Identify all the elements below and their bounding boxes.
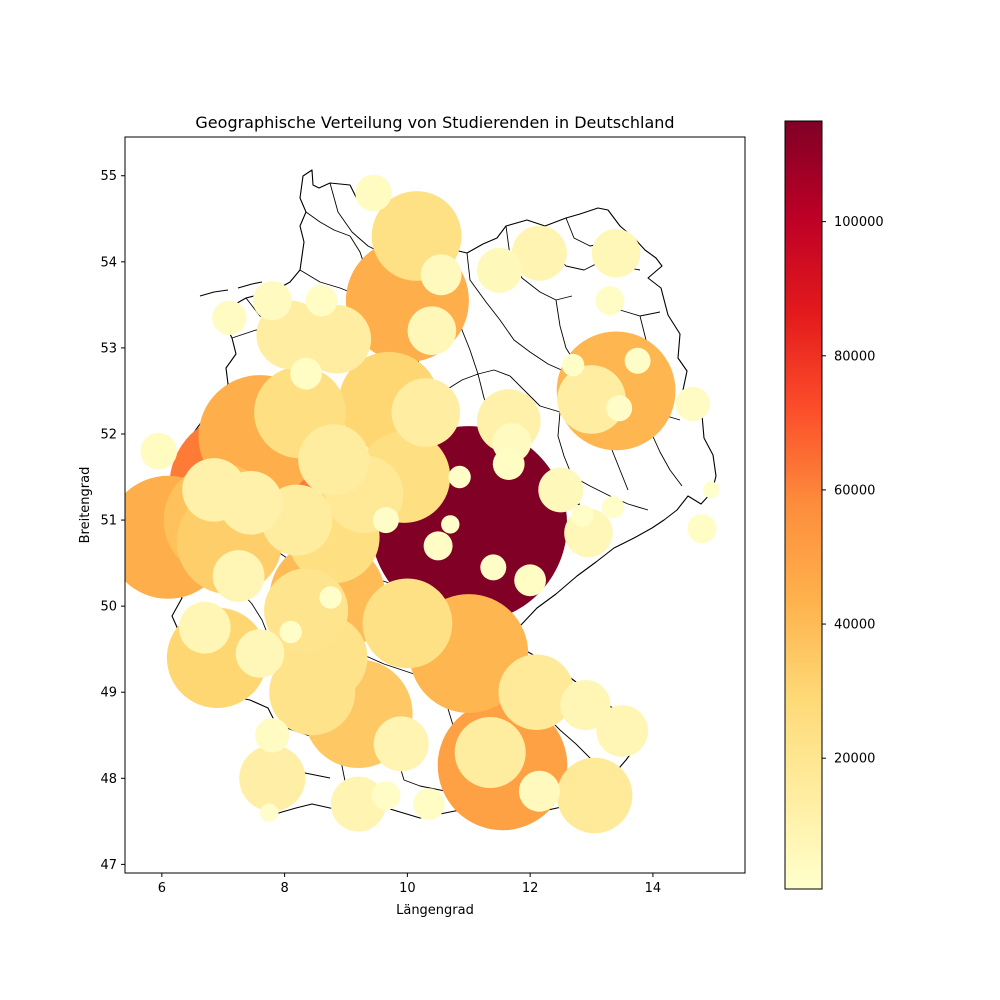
data-point [514,564,546,597]
x-tick-label: 10 [399,881,416,896]
data-point [372,507,399,534]
y-tick-label: 52 [100,427,117,442]
colorbar-ticks: 20000 40000 60000 80000 100000 [822,215,884,767]
data-point [362,578,453,669]
data-point [260,803,279,822]
colorbar-tick-label: 20000 [834,752,875,767]
y-tick-label: 51 [100,514,117,529]
colorbar-tick-label: 100000 [834,215,884,230]
data-point [305,284,338,317]
data-point [596,705,649,757]
data-point [355,174,392,212]
x-axis: 6 8 10 12 14 [158,873,662,896]
colorbar [784,120,823,890]
data-point [330,776,386,832]
data-point [302,305,372,374]
data-point [624,347,651,374]
data-point [560,680,611,731]
data-point [219,471,283,535]
data-point [235,629,285,678]
y-tick-label: 48 [100,772,117,787]
data-point [687,514,717,544]
colorbar-tick-label: 80000 [834,349,875,364]
data-point [319,586,342,609]
data-point [391,378,461,447]
east-frisian-coast [199,281,263,297]
data-point [279,620,302,644]
data-point [606,395,633,422]
data-point [703,481,720,499]
data-point [290,357,322,390]
data-point [423,531,453,561]
data-point [413,788,445,820]
data-point [591,228,641,278]
data-point [420,254,462,296]
data-point [239,745,306,812]
data-point [556,757,633,834]
data-point [454,717,526,788]
data-point [477,247,522,293]
data-point [518,770,560,812]
data-point [373,716,429,772]
y-tick-label: 49 [100,686,117,701]
data-point [511,225,567,281]
y-axis: 47 48 49 50 51 52 53 54 55 [100,169,125,873]
colorbar-tick-label: 60000 [834,483,875,498]
data-point [498,654,575,730]
data-point [601,496,625,519]
chart-title: Geographische Verteilung von Studierende… [195,113,674,132]
data-point [448,465,471,489]
data-point [675,386,710,422]
y-tick-label: 50 [100,600,117,615]
x-tick-label: 12 [522,881,539,896]
data-point [492,448,525,480]
data-point [538,467,584,513]
data-point [571,504,594,527]
data-point [255,718,290,753]
data-point [407,306,457,356]
data-point [441,515,460,534]
colorbar-tick-label: 40000 [834,618,875,633]
data-point [557,365,626,434]
y-tick-label: 53 [100,341,117,356]
y-tick-label: 47 [100,858,117,873]
x-axis-label: Längengrad [396,903,474,918]
y-tick-label: 54 [100,255,117,270]
data-point [561,353,585,377]
data-point [371,781,401,810]
data-point [252,281,292,321]
plot-frame [124,136,746,874]
x-tick-label: 6 [158,881,166,896]
data-point [178,601,231,654]
data-point [480,554,507,581]
data-point [212,300,247,335]
scatter-points [125,174,720,834]
data-point [140,432,178,470]
data-point [298,424,370,496]
data-point [212,550,265,602]
x-tick-label: 8 [280,881,288,896]
y-axis-label: Breitengrad [78,467,93,544]
x-tick-label: 14 [645,881,662,896]
data-point [595,286,625,316]
y-tick-label: 55 [100,169,117,184]
